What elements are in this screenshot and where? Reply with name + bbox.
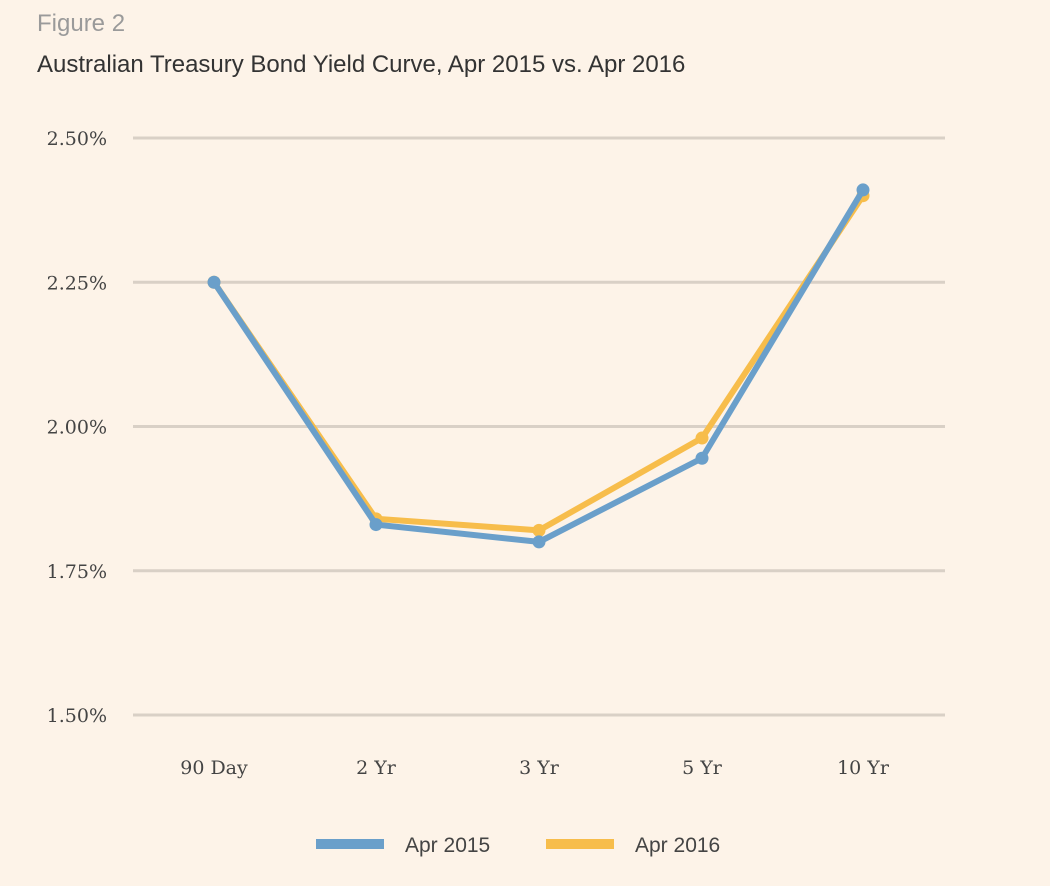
data-point [856,183,870,197]
y-tick-label: 1.75% [47,561,107,583]
y-tick-label: 2.50% [47,128,107,150]
legend-item: Apr 2016 [546,834,720,857]
data-point [369,518,383,532]
legend-swatch [546,839,614,849]
series-line [211,186,866,545]
x-axis-tick-labels: 90 Day 2 Yr 3 Yr 5 Yr 10 Yr [180,757,890,779]
series-apr-2015 [207,183,870,549]
figure-label: Figure 2 [37,10,126,37]
series-lines [207,183,870,549]
x-tick-label: 10 Yr [837,757,890,779]
chart-title: Australian Treasury Bond Yield Curve, Ap… [37,51,686,78]
x-tick-label: 5 Yr [682,757,723,779]
y-tick-label: 2.25% [47,272,107,294]
legend: Apr 2015 Apr 2016 [316,834,720,857]
x-tick-label: 3 Yr [519,757,560,779]
legend-item: Apr 2015 [316,834,490,857]
gridlines [133,136,945,717]
data-point [695,431,709,445]
y-tick-label: 1.50% [47,705,107,727]
data-point [532,535,546,549]
legend-label: Apr 2016 [635,834,720,857]
y-tick-label: 2.00% [47,417,107,439]
y-axis-tick-labels: 1.50% 1.75% 2.00% 2.25% 2.50% [47,128,107,727]
data-point [207,275,221,289]
x-tick-label: 90 Day [180,757,248,779]
series-line [211,192,866,534]
data-point [532,523,546,537]
legend-swatch [316,839,384,849]
x-tick-label: 2 Yr [356,757,397,779]
series-apr-2016 [207,189,870,537]
legend-label: Apr 2015 [405,834,490,857]
data-point [695,451,709,465]
